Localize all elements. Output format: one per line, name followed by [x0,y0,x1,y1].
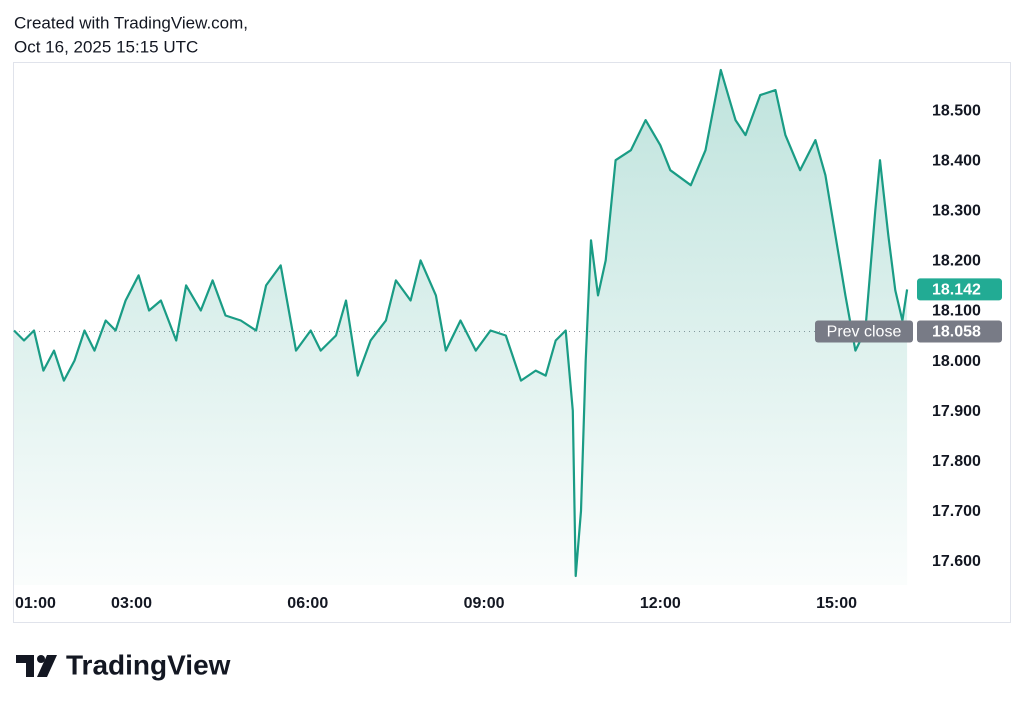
prev-close-value: 18.058 [932,324,981,341]
brand-name: TradingView [66,649,231,680]
x-tick-label: 12:00 [640,595,681,612]
x-tick-label: 15:00 [816,595,857,612]
y-tick-label: 17.700 [932,503,981,520]
y-tick-label: 18.400 [932,152,981,169]
prev-close-value-tag [917,320,1002,343]
brand-logo [16,655,57,677]
price-line [13,68,909,578]
header-title: Created with TradingView.com, [14,13,248,32]
x-tick-label: 03:00 [111,595,152,612]
y-tick-label: 18.500 [932,102,981,119]
last-price-label: 18.142 [932,282,981,299]
x-tick-label: 06:00 [287,595,328,612]
y-tick-label: 18.000 [932,353,981,370]
header-date: Oct 16, 2025 15:15 UTC [14,37,198,56]
y-tick-label: 17.800 [932,453,981,470]
chart-frame [13,62,1011,623]
x-tick-label: 09:00 [464,595,505,612]
y-tick-label: 18.300 [932,203,981,220]
y-tick-label: 18.200 [932,253,981,270]
area-fill [14,70,908,585]
y-tick-label: 17.900 [932,403,981,420]
prev-close-label: Prev close [827,324,902,341]
y-tick-label: 17.600 [932,553,981,570]
last-price-tag [917,278,1002,301]
x-tick-label: 01:00 [15,595,56,612]
prev-close-tag [815,320,913,343]
y-tick-label: 18.100 [932,303,981,320]
